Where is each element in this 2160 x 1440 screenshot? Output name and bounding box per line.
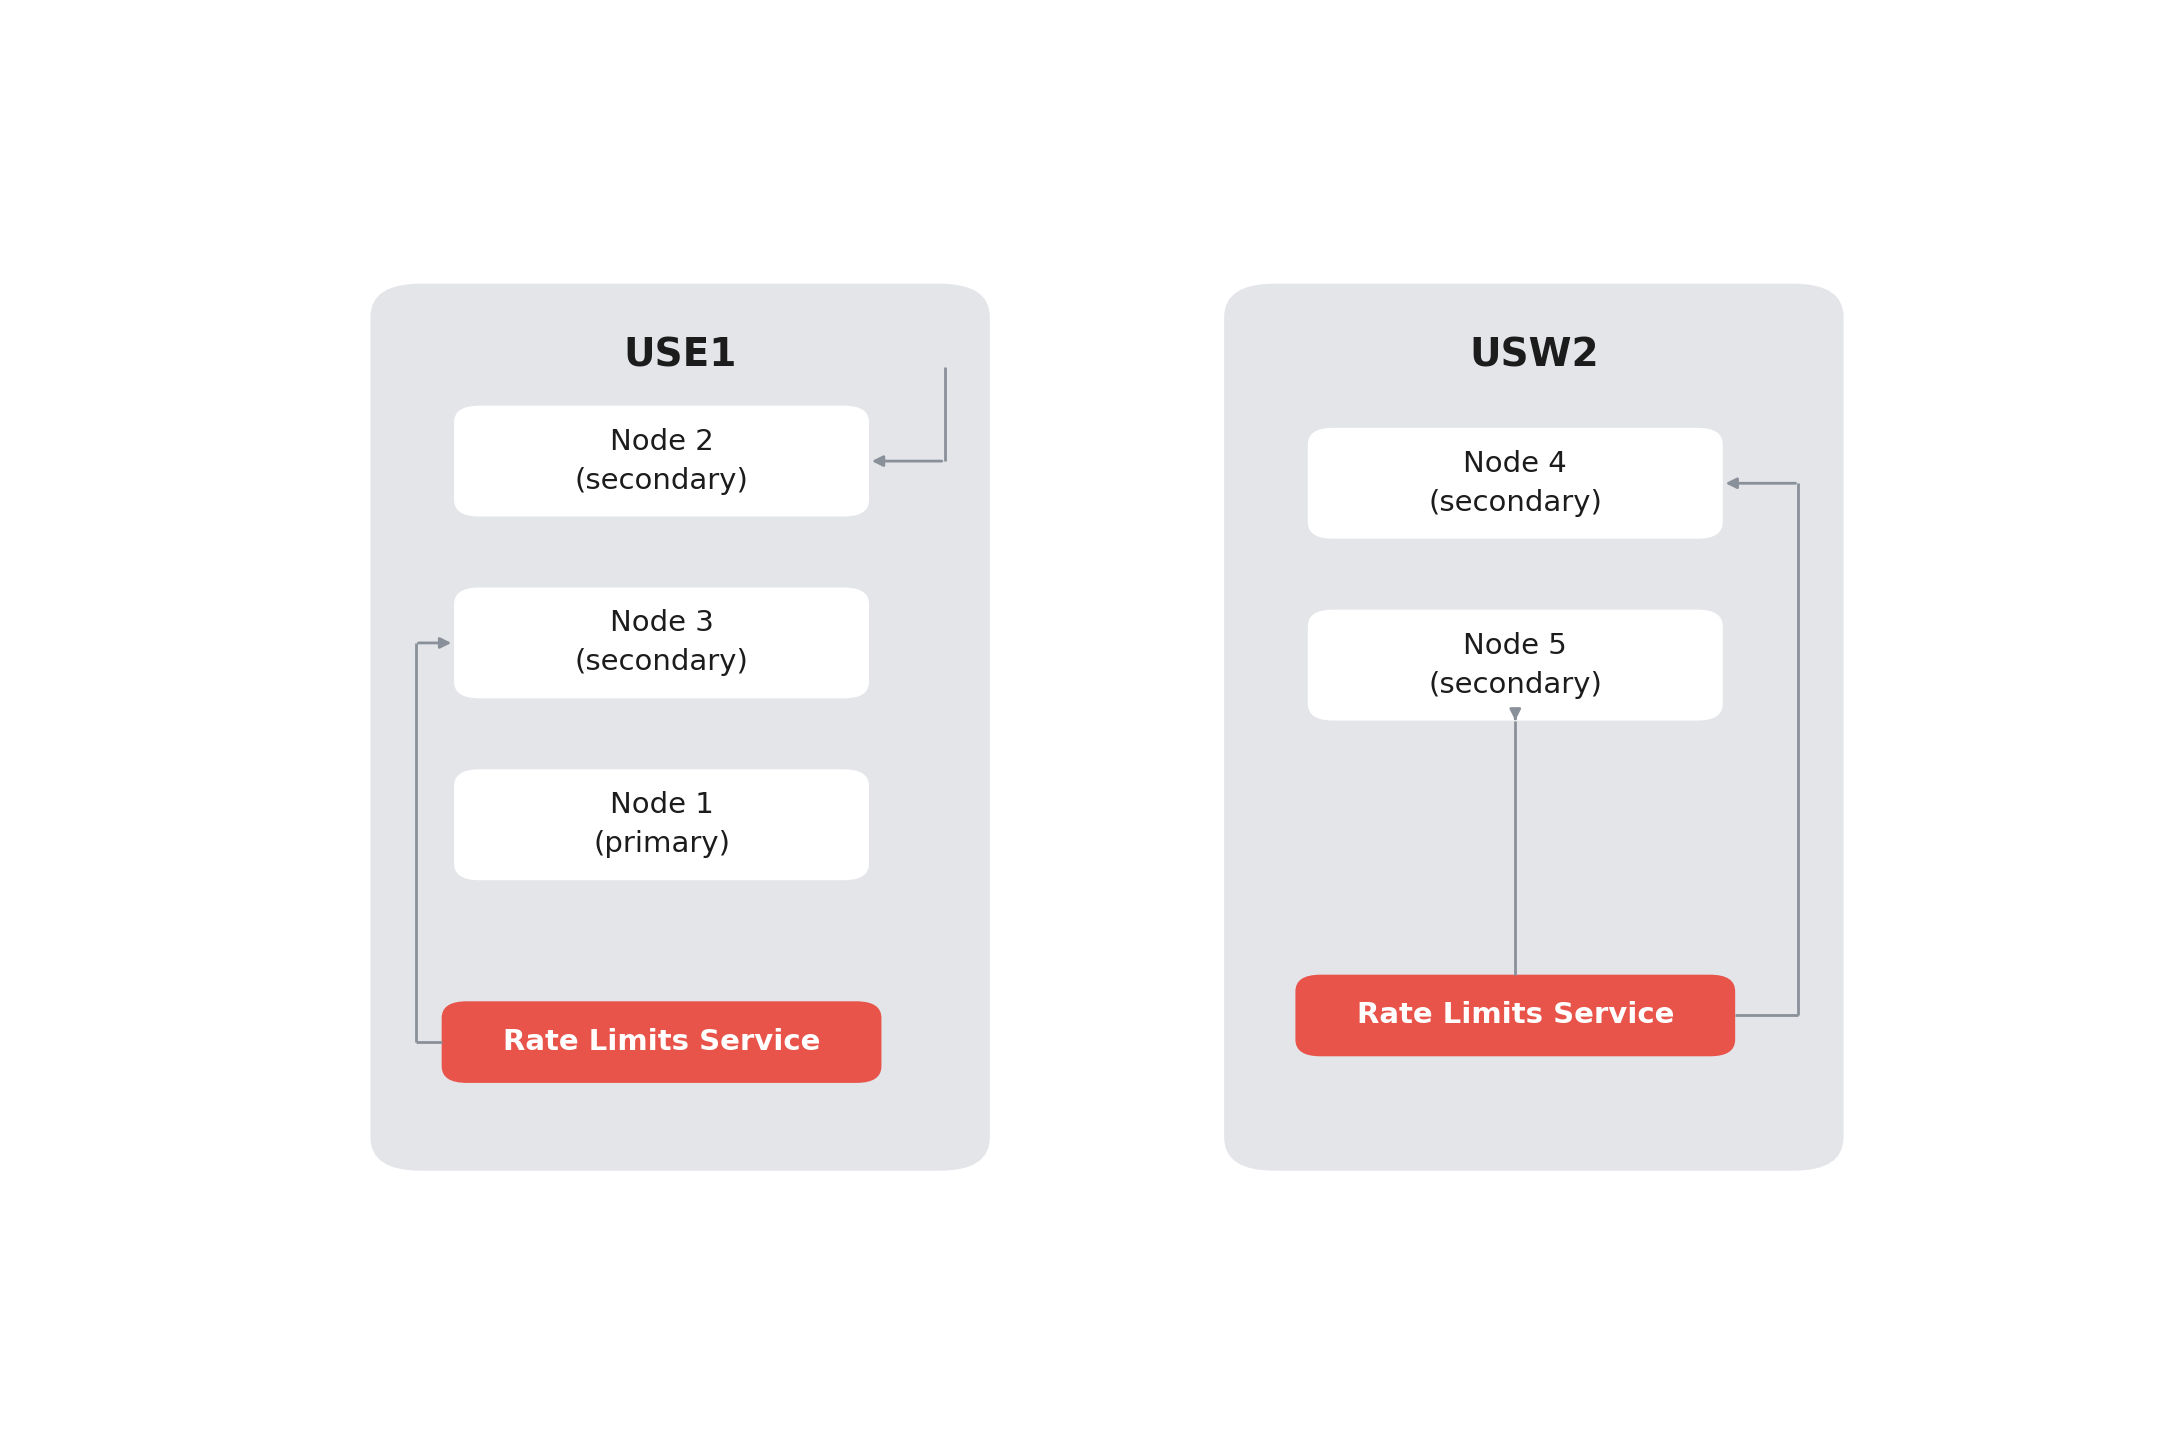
FancyBboxPatch shape xyxy=(1296,975,1734,1057)
Text: Node 4
(secondary): Node 4 (secondary) xyxy=(1428,449,1603,517)
FancyBboxPatch shape xyxy=(454,406,868,517)
FancyBboxPatch shape xyxy=(1307,428,1724,539)
FancyBboxPatch shape xyxy=(441,1001,881,1083)
Text: Node 5
(secondary): Node 5 (secondary) xyxy=(1428,632,1603,698)
FancyBboxPatch shape xyxy=(372,284,989,1171)
FancyBboxPatch shape xyxy=(1307,609,1724,720)
FancyBboxPatch shape xyxy=(454,769,868,880)
Text: USE1: USE1 xyxy=(624,337,737,374)
FancyBboxPatch shape xyxy=(1225,284,1845,1171)
Text: Node 1
(primary): Node 1 (primary) xyxy=(594,791,730,858)
Text: Node 3
(secondary): Node 3 (secondary) xyxy=(575,609,750,677)
Text: Node 2
(secondary): Node 2 (secondary) xyxy=(575,428,750,494)
Text: USW2: USW2 xyxy=(1469,337,1598,374)
Text: Rate Limits Service: Rate Limits Service xyxy=(1356,1001,1674,1030)
FancyBboxPatch shape xyxy=(454,588,868,698)
Text: Rate Limits Service: Rate Limits Service xyxy=(503,1028,821,1056)
